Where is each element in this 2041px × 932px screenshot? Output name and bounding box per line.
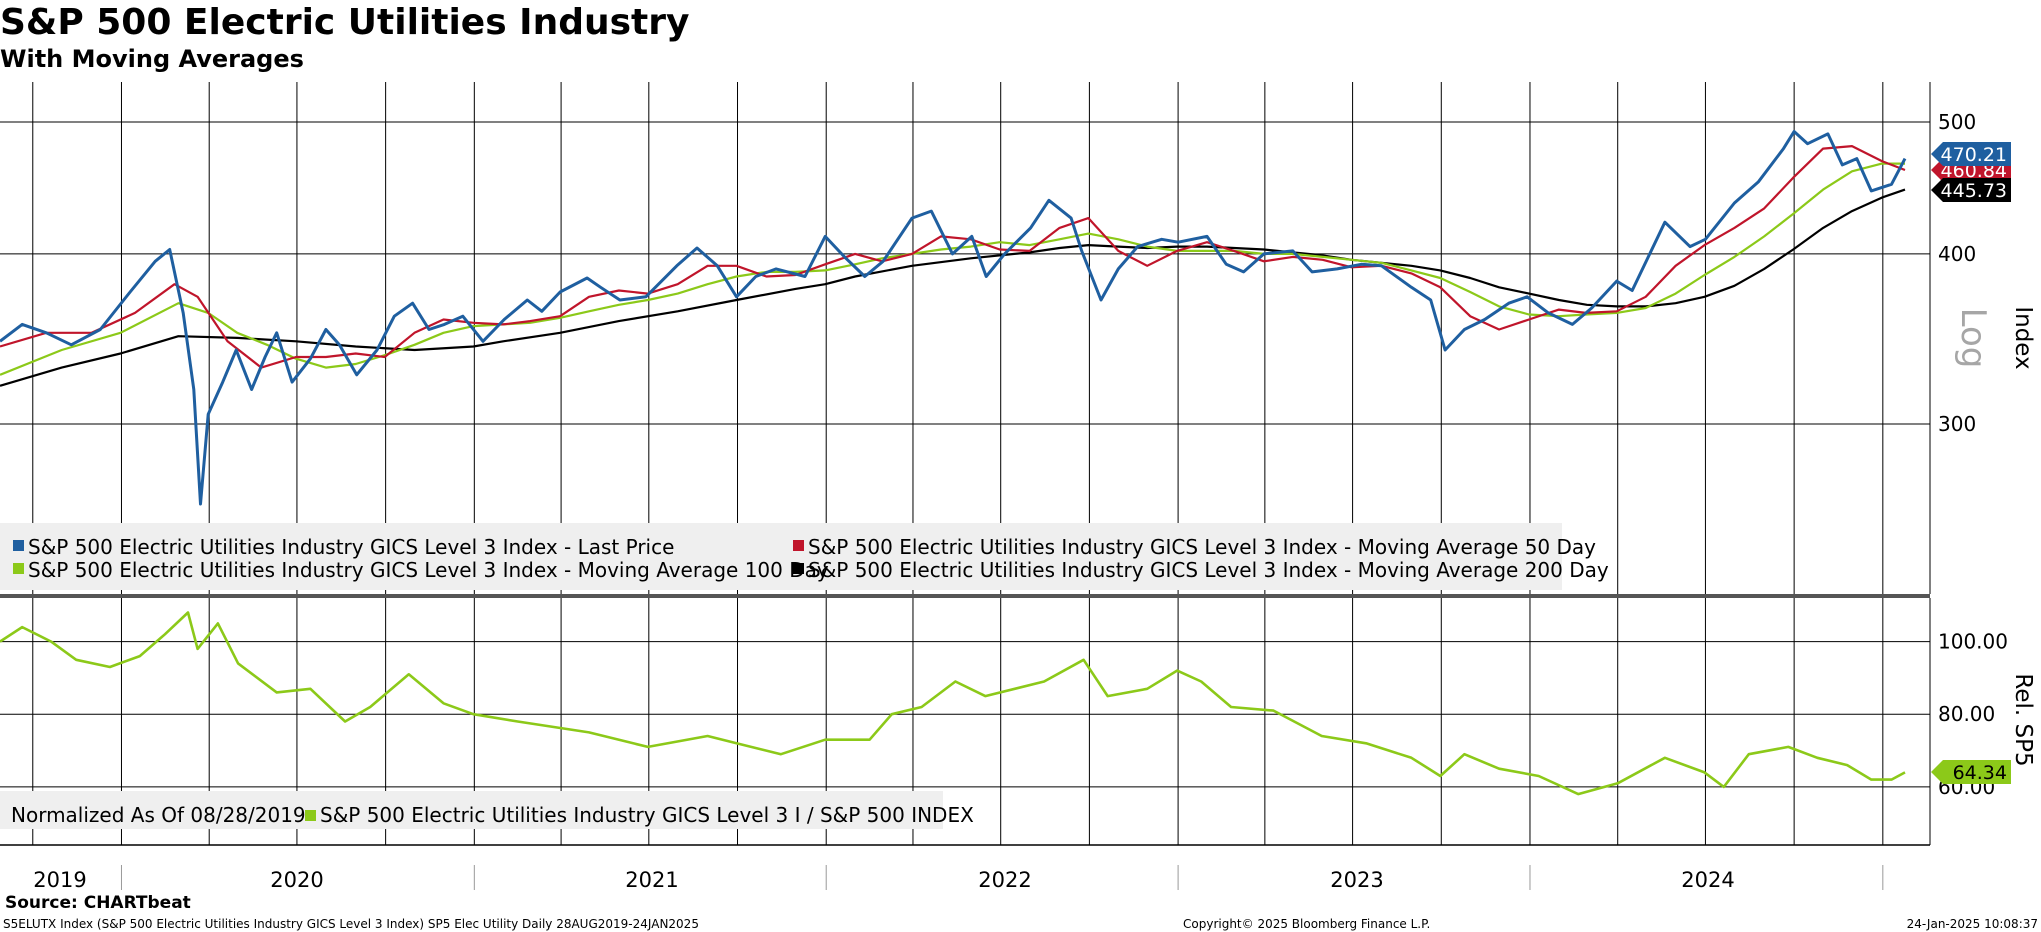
price-legend-background <box>0 523 1562 590</box>
legend-swatch-relative <box>305 810 316 821</box>
relative-y-tick-label: 80.00 <box>1938 702 1995 726</box>
last-value-last-price-background <box>1931 142 2011 166</box>
legend-item-relative: S&P 500 Electric Utilities Industry GICS… <box>320 803 974 827</box>
legend-item-ma100: S&P 500 Electric Utilities Industry GICS… <box>28 558 829 582</box>
price-panel-lines <box>0 130 1907 506</box>
price-y-tick-label: 400 <box>1938 242 1976 266</box>
last-value-relative-background <box>1931 760 2011 784</box>
log-scale-label: Log <box>1953 308 1993 369</box>
price-y-axis-label: Index <box>2010 306 2036 369</box>
legend-item-ma50: S&P 500 Electric Utilities Industry GICS… <box>808 535 1596 559</box>
series-line-relative <box>0 611 1906 796</box>
last-value-ma200-text: 445.73 <box>1941 180 2007 202</box>
legend-swatch-last-price <box>13 540 24 551</box>
relative-y-axis-label: Rel. SP5 <box>2010 673 2036 766</box>
x-axis-ticks <box>120 865 1884 890</box>
x-tick-label: 2022 <box>978 868 1031 892</box>
relative-legend: Normalized As Of 08/28/2019 S&P 500 Elec… <box>0 791 974 829</box>
last-value-ma200: 445.73 <box>1931 178 2011 202</box>
relative-y-tick-label: 100.00 <box>1938 630 2008 654</box>
series-line-last-price <box>0 130 1907 506</box>
legend-item-last-price: S&P 500 Electric Utilities Industry GICS… <box>28 535 674 559</box>
x-tick-label: 2019 <box>33 868 86 892</box>
normalization-note: Normalized As Of 08/28/2019 <box>11 803 306 827</box>
series-description: S5ELUTX Index (S&P 500 Electric Utilitie… <box>3 917 699 931</box>
price-y-axis-ticks: 300 400 500 <box>1929 82 1976 594</box>
page-title: S&P 500 Electric Utilities Industry <box>0 2 689 43</box>
x-tick-label: 2021 <box>625 868 678 892</box>
relative-last-value-labels: 64.34 <box>1931 760 2011 784</box>
x-tick-label: 2024 <box>1681 868 1734 892</box>
last-value-last-price: 470.21 <box>1931 142 2011 166</box>
last-value-ma200-background <box>1931 178 2011 202</box>
price-legend: S&P 500 Electric Utilities Industry GICS… <box>0 523 1609 590</box>
relative-legend-background <box>0 791 943 829</box>
price-y-tick-label: 300 <box>1938 412 1976 436</box>
series-line-ma100 <box>0 162 1905 376</box>
relative-panel-lines <box>0 611 1906 796</box>
price-panel-grid <box>0 82 1930 594</box>
last-value-last-price-text: 470.21 <box>1941 144 2007 166</box>
x-tick-label: 2020 <box>270 868 323 892</box>
timestamp: 24-Jan-2025 10:08:37 <box>1907 917 2038 931</box>
series-line-ma200 <box>0 188 1906 387</box>
legend-item-ma200: S&P 500 Electric Utilities Industry GICS… <box>808 558 1609 582</box>
legend-swatch-ma100 <box>13 563 24 574</box>
page-subtitle: With Moving Averages <box>0 45 304 73</box>
x-axis: 2019 2020 2021 2022 2023 2024 <box>0 844 1930 892</box>
last-value-relative: 64.34 <box>1931 760 2011 784</box>
copyright: Copyright© 2025 Bloomberg Finance L.P. <box>1183 917 1430 931</box>
source-label: Source: CHARTbeat <box>5 893 191 913</box>
series-line-ma50 <box>0 145 1906 369</box>
panel-separator <box>0 594 1930 598</box>
last-value-relative-text: 64.34 <box>1953 762 2007 784</box>
legend-swatch-ma50 <box>793 540 804 551</box>
price-y-tick-label: 500 <box>1938 110 1976 134</box>
x-tick-label: 2023 <box>1330 868 1383 892</box>
legend-swatch-ma200 <box>793 563 804 574</box>
